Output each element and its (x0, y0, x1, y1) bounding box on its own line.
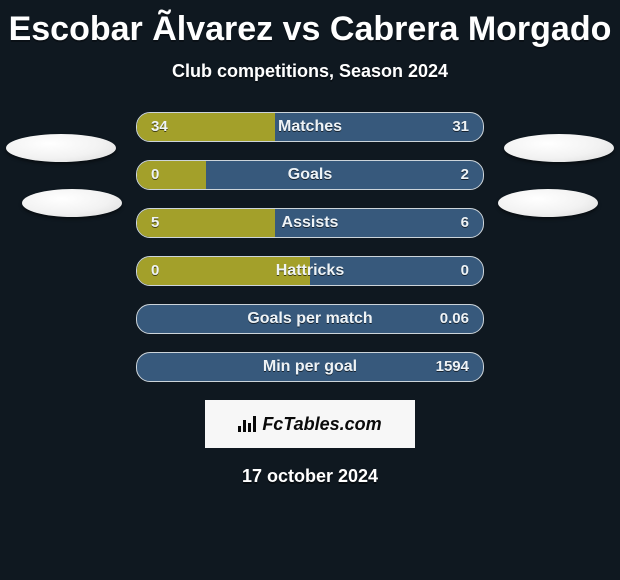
player-right-photo-1 (504, 134, 614, 162)
player-left-photo-1 (6, 134, 116, 162)
bar-right-value: 2 (461, 161, 469, 189)
barrow-goals: 0 Goals 2 (136, 160, 484, 190)
bar-label: Goals per match (137, 305, 483, 333)
barrow-assists: 5 Assists 6 (136, 208, 484, 238)
bar-chart-icon (238, 416, 256, 432)
bar-right-value: 6 (461, 209, 469, 237)
player-right-photo-2 (498, 189, 598, 217)
bar-label: Assists (137, 209, 483, 237)
barrow-matches: 34 Matches 31 (136, 112, 484, 142)
bar-label: Hattricks (137, 257, 483, 285)
logo-text: FcTables.com (262, 414, 381, 435)
barrow-hattricks: 0 Hattricks 0 (136, 256, 484, 286)
comparison-infographic: Escobar Ãlvarez vs Cabrera Morgado Club … (0, 0, 620, 580)
bar-right-value: 31 (452, 113, 469, 141)
player-left-photo-2 (22, 189, 122, 217)
bar-label: Matches (137, 113, 483, 141)
bar-right-value: 0 (461, 257, 469, 285)
bar-right-value: 1594 (436, 353, 469, 381)
barrow-min-per-goal: Min per goal 1594 (136, 352, 484, 382)
page-title: Escobar Ãlvarez vs Cabrera Morgado (0, 0, 620, 49)
page-subtitle: Club competitions, Season 2024 (0, 61, 620, 82)
stats-section: 34 Matches 31 0 Goals 2 5 Assists 6 0 Ha… (0, 112, 620, 487)
bar-label: Min per goal (137, 353, 483, 381)
barrow-goals-per-match: Goals per match 0.06 (136, 304, 484, 334)
date-label: 17 october 2024 (0, 466, 620, 487)
source-logo: FcTables.com (205, 400, 415, 448)
bar-label: Goals (137, 161, 483, 189)
bar-right-value: 0.06 (440, 305, 469, 333)
